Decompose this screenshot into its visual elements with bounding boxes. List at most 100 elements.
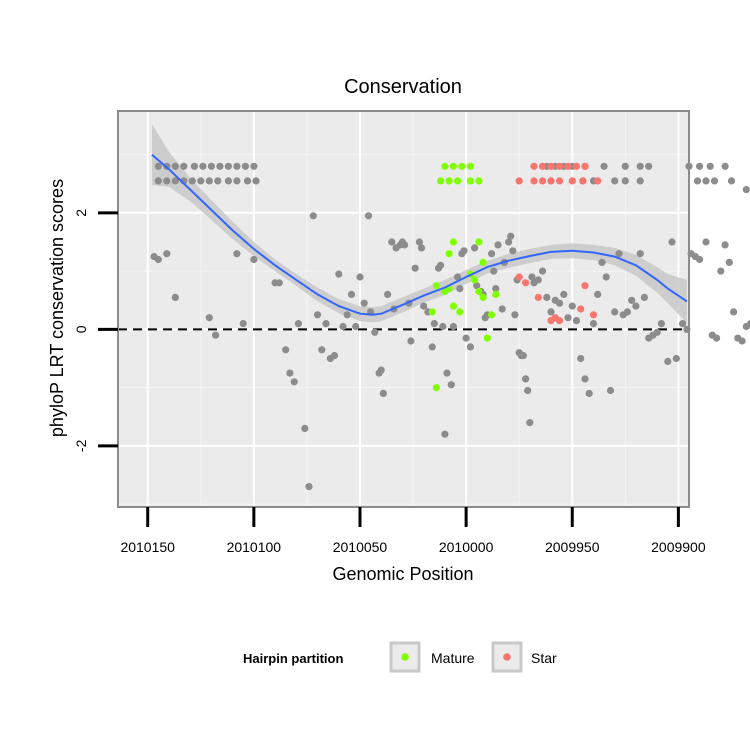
x-tick-label: 2009900	[651, 539, 706, 555]
data-point-other	[233, 162, 241, 170]
data-point-other	[522, 375, 530, 383]
data-point-other	[636, 250, 644, 258]
data-point-other	[568, 302, 576, 310]
data-point-other	[449, 322, 457, 331]
data-point-other	[725, 258, 733, 266]
data-point-star	[581, 282, 589, 290]
data-point-other	[519, 352, 528, 360]
data-point-other	[632, 302, 640, 310]
data-point-other	[415, 238, 423, 246]
data-point-other	[585, 389, 593, 397]
data-point-other	[343, 311, 351, 319]
data-point-other	[528, 273, 536, 281]
data-point-mature	[428, 308, 436, 316]
data-point-other	[564, 314, 572, 322]
data-point-mature	[432, 282, 440, 290]
data-point-star	[538, 162, 547, 170]
data-point-other	[727, 177, 736, 185]
data-point-other	[492, 285, 500, 293]
x-axis-label: Genomic Position	[332, 564, 473, 584]
data-point-other	[239, 320, 247, 328]
legend-swatch-mature	[401, 653, 409, 661]
data-point-other	[572, 317, 581, 325]
legend-label-mature: Mature	[431, 650, 475, 666]
data-point-star	[589, 311, 598, 319]
x-axis: 2010150 2010100 2010050 2010000 2009950 20099…	[120, 507, 706, 555]
data-point-other	[417, 244, 426, 252]
data-point-other	[526, 419, 534, 427]
data-point-other	[224, 162, 232, 170]
data-point-other	[466, 343, 474, 351]
data-point-other	[696, 255, 704, 264]
data-point-star	[547, 162, 555, 170]
data-point-other	[428, 343, 436, 351]
data-point-other	[364, 212, 373, 220]
data-point-other	[490, 267, 498, 275]
data-point-mature	[456, 308, 464, 316]
data-point-other	[706, 162, 714, 170]
data-point-other	[212, 331, 220, 339]
data-point-other	[401, 241, 409, 249]
data-point-other	[443, 369, 451, 377]
data-point-other	[462, 334, 470, 342]
data-point-other	[524, 386, 532, 395]
data-point-other	[738, 337, 746, 345]
data-point-other	[252, 177, 260, 185]
legend-title: Hairpin partition	[243, 651, 343, 666]
data-point-other	[352, 322, 360, 331]
data-point-mature	[454, 177, 462, 185]
data-point-other	[286, 369, 294, 377]
data-point-other	[742, 186, 750, 194]
data-point-other	[668, 238, 676, 246]
data-point-other	[456, 285, 464, 293]
data-point-other	[664, 357, 672, 365]
data-point-other	[335, 270, 343, 278]
data-point-mature	[479, 293, 487, 301]
data-point-other	[171, 293, 179, 301]
data-point-star	[577, 305, 585, 313]
data-point-other	[730, 308, 738, 316]
data-point-other	[653, 328, 661, 336]
data-point-mature	[458, 162, 466, 170]
data-point-other	[420, 302, 428, 310]
data-point-other	[171, 177, 179, 185]
y-tick-label: 0	[73, 325, 89, 333]
y-tick-label: 2	[73, 209, 89, 217]
data-point-other	[509, 247, 517, 255]
data-point-star	[579, 177, 587, 185]
data-point-other	[702, 238, 710, 246]
data-point-other	[330, 352, 339, 360]
data-point-mature	[466, 162, 474, 170]
data-point-other	[581, 375, 589, 383]
data-point-other	[339, 322, 347, 331]
data-point-mature	[475, 287, 483, 296]
data-point-other	[507, 232, 515, 240]
data-point-mature	[437, 177, 445, 185]
data-point-other	[305, 483, 313, 491]
data-point-other	[384, 290, 392, 298]
data-point-other	[721, 241, 729, 249]
data-point-other	[560, 290, 568, 298]
data-point-mature	[466, 177, 474, 185]
data-point-other	[600, 162, 608, 170]
data-point-star	[538, 177, 547, 185]
data-point-star	[522, 279, 530, 287]
data-point-mature	[471, 276, 479, 284]
data-point-other	[356, 273, 364, 281]
data-point-mature	[475, 238, 483, 246]
data-point-other	[275, 279, 283, 287]
data-point-mature	[449, 162, 457, 170]
data-point-mature	[449, 302, 457, 310]
data-point-other	[679, 320, 687, 328]
data-point-other	[621, 162, 629, 170]
data-point-other	[379, 389, 387, 397]
data-point-mature	[445, 177, 453, 185]
data-point-star	[555, 317, 564, 325]
data-point-star	[564, 162, 572, 170]
points-other	[150, 162, 750, 491]
data-point-star	[515, 177, 523, 185]
data-point-other	[623, 308, 632, 316]
data-point-other	[702, 177, 710, 185]
data-point-other	[640, 293, 649, 301]
data-point-other	[250, 255, 258, 264]
